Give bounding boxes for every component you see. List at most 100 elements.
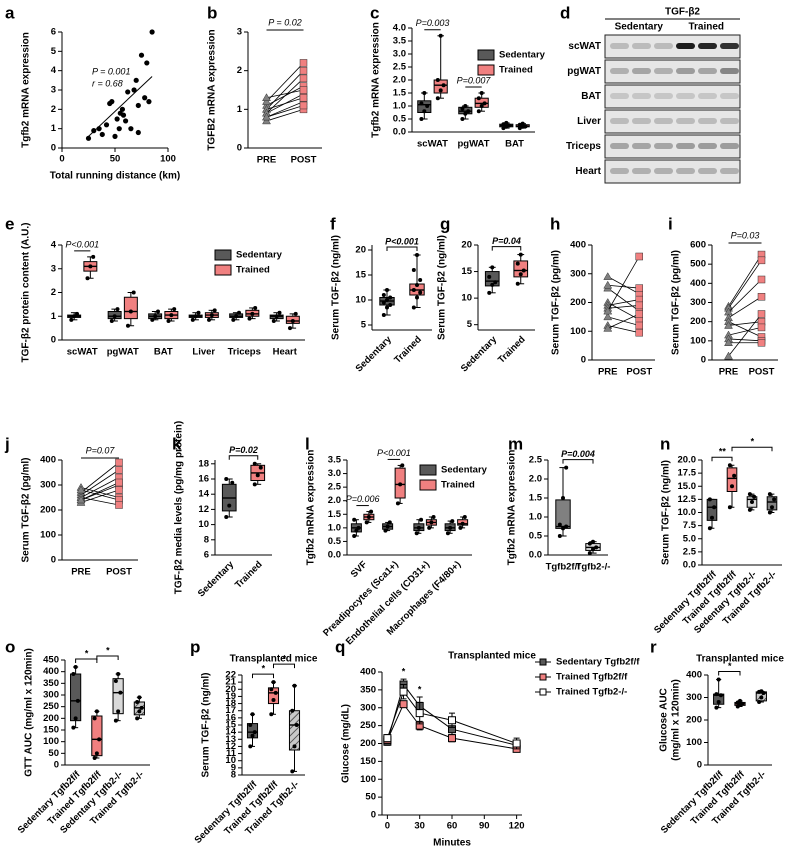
pair-line — [607, 302, 640, 321]
band — [676, 68, 695, 74]
p-value: P=0.003 — [416, 18, 450, 28]
x-tick-label: Liver — [192, 347, 215, 358]
point — [422, 109, 427, 114]
legend-label: Sedentary Tgfb2f/f — [556, 657, 640, 668]
point — [381, 313, 386, 317]
band — [698, 118, 717, 124]
panel-letter: h — [550, 214, 560, 233]
point — [450, 519, 455, 524]
point — [94, 709, 99, 714]
point — [290, 769, 295, 774]
pair-line — [80, 497, 120, 506]
y-axis-label: Tgfb2 mRNA expression — [306, 450, 317, 566]
y-tick-label: 1 — [51, 123, 57, 134]
legend-label: Trained — [236, 265, 270, 276]
y-tick-label: 100 — [40, 530, 56, 541]
band — [676, 168, 695, 174]
point — [388, 303, 393, 307]
x-tick-label: Tgfb2-/- — [576, 562, 611, 573]
y-tick-label: 10 — [198, 519, 209, 530]
y-tick-label: 0 — [51, 143, 56, 154]
y-tick-label: 20.0 — [678, 455, 697, 466]
y-axis-label: Tgfb2 mRNA expression — [371, 22, 382, 138]
panel-letter: c — [370, 3, 379, 22]
band — [698, 43, 717, 49]
point — [271, 680, 276, 685]
y-tick-label: 50 — [48, 748, 59, 759]
point — [418, 278, 423, 282]
band — [610, 68, 629, 74]
y-tick-label: 18 — [198, 458, 209, 469]
post-marker — [299, 101, 308, 110]
x-tick-label: 90 — [479, 821, 490, 832]
y-axis-label: Glucose AUC — [659, 688, 670, 752]
band — [720, 118, 739, 124]
legend-label: Trained — [499, 65, 533, 76]
pair-line — [728, 321, 762, 338]
y-tick-label: 1.0 — [393, 101, 406, 112]
panel-letter: m — [508, 434, 523, 453]
point — [479, 91, 484, 95]
point — [156, 309, 161, 314]
post-marker — [115, 501, 123, 509]
y-tick-label: 50 — [365, 792, 376, 803]
y-tick-label: 100 — [360, 774, 376, 785]
y-tick-label: 17.5 — [678, 468, 697, 479]
band — [698, 93, 717, 99]
point — [97, 737, 102, 742]
y-tick-label: 1.0 — [529, 512, 542, 523]
legend-label: Sedentary — [236, 250, 283, 261]
y-tick-label: 600 — [690, 240, 706, 251]
row-label: Liver — [577, 116, 601, 127]
y-tick-label: 200 — [43, 713, 59, 724]
y-tick-label: 12.5 — [678, 494, 697, 505]
x-tick-label: 120 — [509, 821, 525, 832]
x-tick-label: scWAT — [417, 139, 448, 150]
y-tick-label: 500 — [690, 259, 706, 270]
point — [587, 551, 592, 556]
annotation: P = 0.001 — [92, 66, 130, 76]
point — [518, 252, 523, 257]
point — [69, 317, 74, 322]
point — [230, 480, 235, 485]
band — [654, 143, 673, 149]
row-label: pgWAT — [567, 66, 601, 77]
legend-label: Sedentary — [441, 465, 488, 476]
band — [676, 143, 695, 149]
point — [727, 505, 732, 510]
p-value: * — [282, 654, 286, 664]
point — [429, 520, 434, 525]
point — [557, 522, 562, 527]
point — [521, 268, 526, 273]
point — [564, 465, 569, 470]
marker — [448, 716, 456, 725]
x-tick-label: Sedentary — [196, 559, 237, 600]
point — [752, 494, 757, 499]
point — [250, 712, 255, 717]
y-tick-label: 2.5 — [529, 455, 543, 466]
p-value: * — [106, 645, 110, 655]
y-tick-label: 2.0 — [393, 75, 406, 86]
point — [133, 77, 139, 83]
y-tick-label: 300 — [686, 692, 702, 703]
point — [131, 290, 136, 295]
x-tick-label: Trained — [496, 334, 528, 366]
group-label: Sedentary — [615, 22, 664, 33]
point — [290, 708, 295, 713]
pre-marker — [603, 312, 613, 321]
y-axis-label: Serum TGF-β2 (ng/ml) — [331, 235, 342, 340]
point — [767, 492, 772, 497]
x-tick-label: POST — [749, 367, 775, 378]
p-value: P=0.006 — [346, 494, 380, 504]
point — [385, 298, 389, 302]
pair-line — [728, 321, 762, 326]
point — [770, 505, 774, 510]
pre-marker — [603, 272, 613, 280]
pair-line — [266, 101, 304, 118]
y-axis-label: GTT AUC (mg/ml x 120min) — [24, 648, 35, 777]
point — [383, 528, 388, 533]
point — [435, 78, 440, 82]
point — [714, 705, 719, 710]
post-marker — [635, 301, 643, 310]
x-tick-label: pgWAT — [457, 139, 489, 150]
